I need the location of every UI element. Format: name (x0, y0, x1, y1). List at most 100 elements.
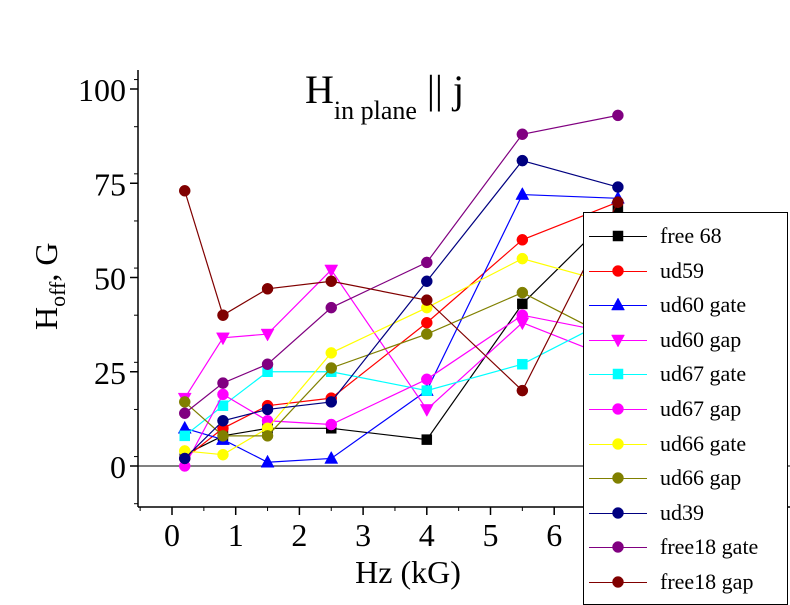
data-point (217, 430, 229, 442)
series-line (184, 159, 619, 459)
data-point (612, 109, 624, 122)
legend-label: ud39 (660, 499, 704, 525)
data-point (217, 309, 229, 321)
data-point (261, 430, 274, 442)
data-point (516, 234, 529, 246)
series-line (184, 193, 618, 463)
series-0 (179, 204, 624, 460)
data-point (324, 264, 339, 278)
y-tick-label: 0 (110, 449, 126, 485)
series-2 (177, 187, 625, 468)
data-point (261, 358, 274, 370)
legend-marker (612, 472, 624, 484)
data-point (612, 181, 624, 193)
data-point (260, 454, 275, 468)
legend-label: free18 gate (660, 534, 759, 560)
legend-label: ud67 gap (660, 396, 742, 421)
data-point (217, 388, 229, 401)
x-tick-label: 0 (164, 517, 180, 553)
x-tick-label: 6 (546, 517, 562, 553)
data-point (517, 358, 528, 370)
series-line (184, 190, 619, 392)
data-point (216, 332, 230, 346)
legend-marker-shape (612, 541, 624, 554)
legend-marker-shape (612, 264, 624, 277)
legend-marker (612, 541, 624, 554)
legend-marker-shape (612, 576, 624, 588)
data-point (516, 252, 529, 265)
data-point (325, 396, 337, 408)
data-point (178, 396, 191, 408)
series-line (184, 258, 619, 456)
x-tick-label: 3 (355, 517, 371, 553)
legend-item: ud59 (584, 252, 789, 286)
legend-label: ud59 (660, 257, 704, 283)
y-axis-label: Hoff, G (28, 243, 70, 330)
legend-marker (612, 437, 624, 450)
y-tick-label: 100 (78, 72, 126, 108)
legend-label: ud66 gate (660, 430, 747, 456)
data-point (612, 196, 624, 208)
data-point (516, 309, 529, 321)
legend-item: ud60 gap (584, 321, 789, 355)
legend-item: ud66 gap (584, 459, 789, 493)
series-8 (178, 154, 624, 465)
data-point (325, 275, 337, 288)
legend-item: ud67 gate (584, 355, 789, 389)
data-point (421, 373, 433, 386)
legend-label: free 68 (660, 223, 722, 248)
data-point (421, 294, 433, 306)
chart-title: Hin plane || j (305, 67, 464, 125)
legend-marker-shape (612, 230, 624, 242)
series-6 (178, 252, 624, 461)
legend-marker-shape (612, 403, 624, 415)
data-point (517, 298, 528, 310)
legend-marker (612, 230, 624, 242)
data-point (421, 434, 433, 445)
legend-label: ud60 gap (660, 326, 742, 352)
legend-marker-shape (612, 437, 624, 450)
legend-marker (611, 334, 625, 348)
series-10 (178, 185, 624, 397)
data-point (325, 301, 337, 314)
series-1 (178, 196, 624, 465)
legend-item: free18 gap (584, 563, 789, 597)
data-point (516, 286, 529, 299)
legend-marker (612, 576, 624, 588)
series-line (184, 314, 619, 467)
legend-marker-shape (612, 507, 624, 519)
data-point (421, 316, 433, 329)
data-point (325, 362, 337, 374)
series-5 (178, 309, 624, 472)
data-point (421, 275, 433, 288)
data-point (261, 403, 274, 416)
data-point (179, 430, 190, 442)
data-point (516, 128, 529, 140)
data-point (421, 385, 433, 396)
data-point (421, 328, 433, 340)
x-tick-label: 4 (419, 517, 435, 553)
legend-item: free18 gate (584, 528, 789, 562)
data-point (516, 154, 529, 167)
data-point (217, 415, 229, 427)
series-line (184, 209, 619, 456)
legend-label: free18 gap (660, 569, 754, 594)
legend-item: ud60 gate (584, 286, 789, 320)
data-point (419, 404, 434, 417)
data-point (178, 185, 191, 197)
data-point (217, 377, 229, 389)
series-line (184, 269, 619, 411)
data-point (178, 452, 191, 465)
legend-item: ud67 gap (584, 390, 789, 424)
x-tick-label: 1 (228, 517, 244, 553)
series-9 (178, 109, 624, 419)
series-7 (178, 286, 624, 442)
y-tick-label: 75 (94, 166, 126, 202)
data-point (217, 448, 229, 461)
series-line (184, 114, 619, 414)
legend-marker (612, 403, 624, 415)
legend-marker-shape (611, 334, 625, 348)
legend-label: ud60 gate (660, 292, 747, 318)
data-point (421, 256, 433, 269)
